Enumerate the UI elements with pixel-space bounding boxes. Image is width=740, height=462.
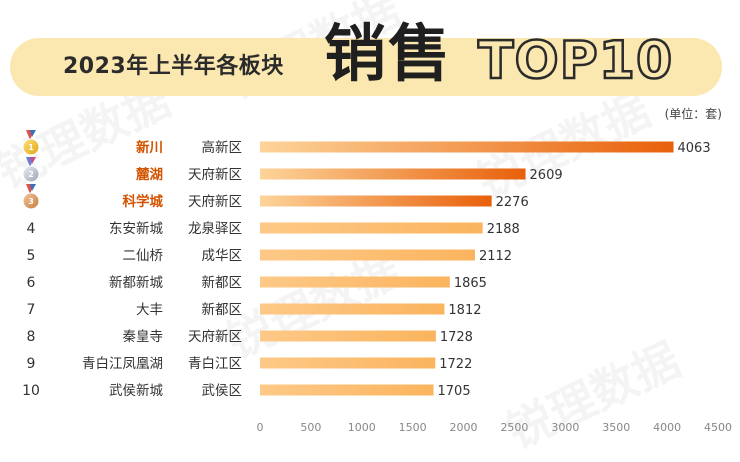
x-tick-label: 4500 <box>704 421 732 434</box>
medal-icon <box>22 192 40 210</box>
bar <box>260 384 434 396</box>
data-label: 2276 <box>496 195 529 210</box>
bar <box>260 330 436 342</box>
category-label: 武侯新城 <box>109 383 163 399</box>
data-label: 4063 <box>678 141 711 156</box>
category-label: 大丰 <box>136 302 163 318</box>
title-top: TOP10 <box>477 30 674 93</box>
rank-label: 8 <box>27 329 36 345</box>
category-label: 青白江凤凰湖 <box>82 356 163 372</box>
medal-icon <box>22 165 40 183</box>
rank-label: 4 <box>27 221 36 237</box>
district-label: 新都区 <box>202 275 243 291</box>
title-left: 2023年上半年各板块 <box>63 54 284 79</box>
category-label: 秦皇寺 <box>123 329 164 345</box>
x-tick-label: 2500 <box>500 421 528 434</box>
title-big: 销售 <box>324 17 453 90</box>
x-tick-label: 2000 <box>450 421 478 434</box>
x-tick-label: 3500 <box>602 421 630 434</box>
rank-label: 7 <box>27 302 36 318</box>
bar <box>260 303 445 315</box>
bar <box>260 249 475 261</box>
x-tick-label: 4000 <box>653 421 681 434</box>
x-tick-label: 3000 <box>551 421 579 434</box>
district-label: 成华区 <box>202 248 243 264</box>
x-tick-label: 0 <box>257 421 264 434</box>
data-label: 1705 <box>438 384 471 399</box>
rank-label: 10 <box>22 383 40 399</box>
district-label: 天府新区 <box>188 167 242 183</box>
data-label: 2188 <box>487 222 520 237</box>
category-label: 二仙桥 <box>123 248 164 264</box>
data-label: 1728 <box>440 330 473 345</box>
data-label: 2609 <box>530 168 563 183</box>
bar <box>260 222 483 234</box>
district-label: 青白江区 <box>188 356 242 372</box>
rank-label: 9 <box>27 356 36 372</box>
x-tick-label: 1000 <box>348 421 376 434</box>
bar <box>260 357 436 369</box>
district-label: 武侯区 <box>202 383 243 399</box>
medal-ribbon <box>30 157 36 164</box>
rank-label: 5 <box>27 248 36 264</box>
medal-rank-label: 2 <box>28 170 34 179</box>
data-label: 1812 <box>448 303 481 318</box>
bar <box>260 195 492 207</box>
bar <box>260 141 674 153</box>
bar <box>260 276 450 288</box>
category-label: 科学城 <box>123 193 164 210</box>
district-label: 高新区 <box>202 139 243 156</box>
data-label: 1722 <box>439 357 472 372</box>
medal-icon <box>22 138 40 156</box>
rank-label: 6 <box>27 275 36 291</box>
medal-rank-label: 1 <box>28 143 34 152</box>
district-label: 龙泉驿区 <box>188 220 242 237</box>
bar <box>260 168 526 180</box>
medal-ribbon <box>30 184 36 191</box>
title-banner <box>10 38 722 96</box>
unit-label: (单位：套) <box>664 107 722 121</box>
medal-ribbon <box>30 130 36 137</box>
category-label: 东安新城 <box>109 221 163 237</box>
medal-rank-label: 3 <box>28 197 34 206</box>
x-tick-label: 1500 <box>399 421 427 434</box>
district-label: 新都区 <box>202 302 243 318</box>
district-label: 天府新区 <box>188 194 242 210</box>
x-tick-label: 500 <box>300 421 321 434</box>
category-label: 新都新城 <box>109 275 163 291</box>
data-label: 2112 <box>479 249 512 264</box>
category-label: 新川 <box>136 139 163 156</box>
data-label: 1865 <box>454 276 487 291</box>
district-label: 天府新区 <box>188 329 242 345</box>
category-label: 麓湖 <box>136 166 163 183</box>
